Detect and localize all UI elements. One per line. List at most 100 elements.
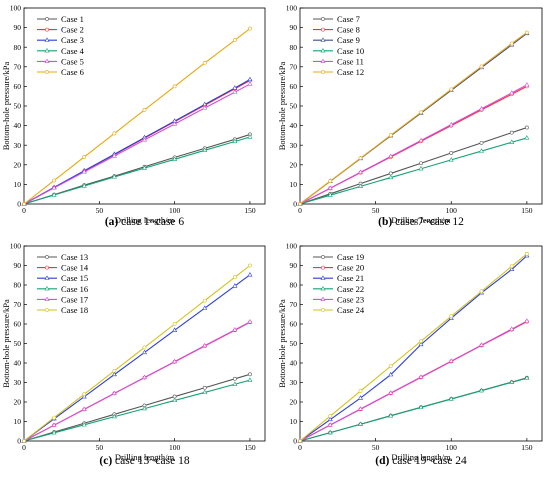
data-point: [418, 165, 424, 171]
data-point: [388, 133, 393, 138]
legend-label: Case 1: [61, 14, 84, 24]
legend-marker: [321, 255, 325, 259]
legend-entry: Case 4: [37, 46, 85, 56]
data-point: [51, 192, 57, 197]
data-point: [388, 174, 394, 180]
data-point: [82, 155, 87, 159]
legend-entry: Case 18: [37, 305, 88, 315]
legend-entry: Case 20: [313, 263, 364, 273]
y-tick-label: 40: [14, 359, 22, 368]
data-point: [358, 156, 363, 161]
y-tick-label: 80: [290, 43, 298, 52]
legend-label: Case 8: [337, 25, 360, 35]
data-point: [524, 30, 529, 35]
legend-entry: Case 24: [313, 305, 365, 315]
legend-marker: [320, 58, 326, 63]
data-point: [418, 137, 424, 143]
data-point: [388, 371, 394, 377]
y-tick-label: 100: [10, 4, 22, 13]
legend-label: Case 18: [61, 305, 88, 315]
legend-entry: Case 7: [313, 14, 360, 24]
data-point: [247, 272, 253, 277]
data-point: [81, 183, 87, 188]
data-point: [418, 374, 424, 379]
y-tick-label: 50: [290, 339, 298, 348]
legend-marker: [44, 285, 50, 291]
x-tick-label: 0: [298, 206, 302, 215]
legend-marker: [321, 70, 325, 74]
legend-label: Case 21: [337, 273, 364, 283]
legend-label: Case 10: [337, 46, 364, 56]
x-tick-label: 50: [372, 206, 380, 215]
y-tick-label: 80: [14, 43, 22, 52]
data-point: [112, 368, 117, 373]
y-tick-label: 100: [286, 242, 298, 251]
data-point: [248, 263, 252, 268]
x-tick-label: 50: [96, 443, 104, 452]
data-point: [509, 139, 515, 144]
series-4: [21, 377, 253, 443]
series-6: [298, 251, 529, 443]
legend-entry: Case 1: [37, 14, 84, 24]
data-point: [202, 298, 207, 303]
data-point: [141, 405, 148, 411]
data-point: [524, 375, 530, 380]
series-6: [22, 263, 252, 443]
data-point: [418, 341, 424, 347]
x-tick-label: 0: [22, 443, 26, 452]
legend-marker: [45, 27, 49, 32]
data-point: [357, 421, 364, 426]
panel-caption-letter: (a): [105, 216, 119, 228]
data-point: [478, 105, 485, 111]
chart-panel-1: 0 50 100 1500102030405060708090100Drilling …: [1, 4, 266, 228]
data-point: [111, 390, 117, 396]
plot-frame: [23, 7, 266, 205]
legend-label: Case 3: [61, 35, 84, 45]
legend-label: Case 11: [337, 56, 364, 66]
legend-entry: Case 8: [313, 25, 360, 35]
data-point: [111, 371, 117, 377]
data-point: [52, 178, 57, 183]
x-tick-label: 150: [521, 443, 533, 452]
y-tick-label: 20: [14, 160, 22, 169]
y-tick-label: 40: [14, 121, 22, 130]
data-point: [298, 439, 302, 443]
x-tick-label: 100: [446, 206, 458, 215]
series-5: [21, 81, 253, 206]
legend-marker: [44, 58, 50, 63]
legend-entry: Case 23: [313, 294, 364, 304]
legend-entry: Case 17: [37, 294, 88, 304]
data-point: [202, 305, 208, 310]
data-point: [232, 376, 237, 381]
panel-caption-text: case 7~case 12: [392, 216, 464, 228]
legend-marker: [45, 308, 49, 312]
panel-caption: (d) case 19~case 24: [375, 455, 467, 467]
x-axis-label: Drilling length/m: [115, 452, 175, 462]
data-point: [22, 202, 26, 206]
data-point: [479, 140, 484, 145]
y-axis-label: Bottom-hole pressure/kPa: [277, 299, 287, 388]
data-point: [358, 389, 363, 393]
data-point: [172, 397, 178, 403]
data-point: [202, 60, 207, 65]
data-point: [172, 358, 178, 364]
data-point: [232, 381, 238, 386]
data-point: [388, 153, 394, 158]
y-tick-label: 0: [293, 200, 297, 209]
data-point: [232, 327, 238, 332]
series-5: [297, 318, 530, 443]
data-point: [327, 429, 333, 435]
data-point: [509, 326, 515, 331]
y-tick-label: 10: [290, 417, 298, 426]
data-point: [81, 406, 87, 411]
legend-entry: Case 16: [37, 284, 88, 294]
data-point: [479, 289, 484, 294]
data-point: [449, 87, 454, 92]
legend-label: Case 4: [61, 46, 85, 56]
legend-marker: [45, 265, 49, 270]
legend-entry: Case 9: [313, 35, 360, 45]
y-tick-label: 80: [14, 281, 22, 290]
data-point: [172, 327, 178, 332]
